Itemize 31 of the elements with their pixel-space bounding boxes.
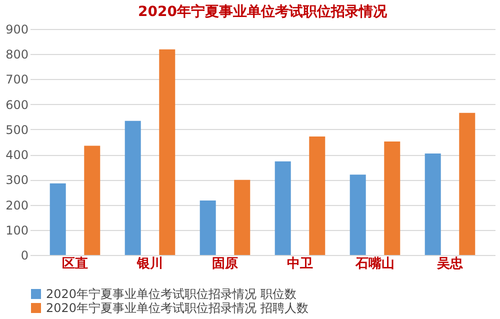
bar — [384, 142, 400, 255]
bar — [84, 146, 100, 255]
bar — [124, 120, 141, 255]
y-tick-label: 300 — [6, 173, 28, 188]
chart-title: 2020年宁夏事业单位考试职位招录情况 — [138, 3, 388, 20]
y-tick-label: 600 — [6, 98, 28, 112]
x-tick-label: 石嘴山 — [354, 256, 394, 272]
y-tick-label: 200 — [6, 198, 28, 212]
x-tick-label: 固原 — [212, 256, 238, 272]
bar — [350, 174, 366, 255]
bar — [200, 200, 216, 255]
legend-label: 2020年宁夏事业单位考试职位招录情况 招聘人数 — [46, 301, 308, 315]
legend-label: 2020年宁夏事业单位考试职位招录情况 职位数 — [46, 287, 296, 301]
bar — [159, 49, 176, 255]
bar — [424, 154, 441, 255]
bar — [309, 136, 326, 255]
y-tick-label: 900 — [6, 22, 28, 36]
x-tick-label: 区直 — [62, 256, 88, 272]
y-tick-label: 700 — [6, 72, 28, 87]
x-tick-label: 吴忠 — [436, 256, 464, 272]
bar — [50, 183, 66, 255]
y-tick-label: 500 — [6, 122, 28, 137]
y-tick-label: 100 — [6, 223, 28, 238]
bar — [459, 112, 476, 255]
x-tick-label: 银川 — [136, 256, 163, 272]
x-tick-label: 中卫 — [287, 256, 313, 272]
y-tick-label: 800 — [6, 48, 28, 62]
bar — [234, 180, 250, 255]
y-tick-label: 400 — [6, 148, 28, 162]
y-tick-label: 0 — [20, 248, 28, 262]
bar — [274, 161, 291, 255]
